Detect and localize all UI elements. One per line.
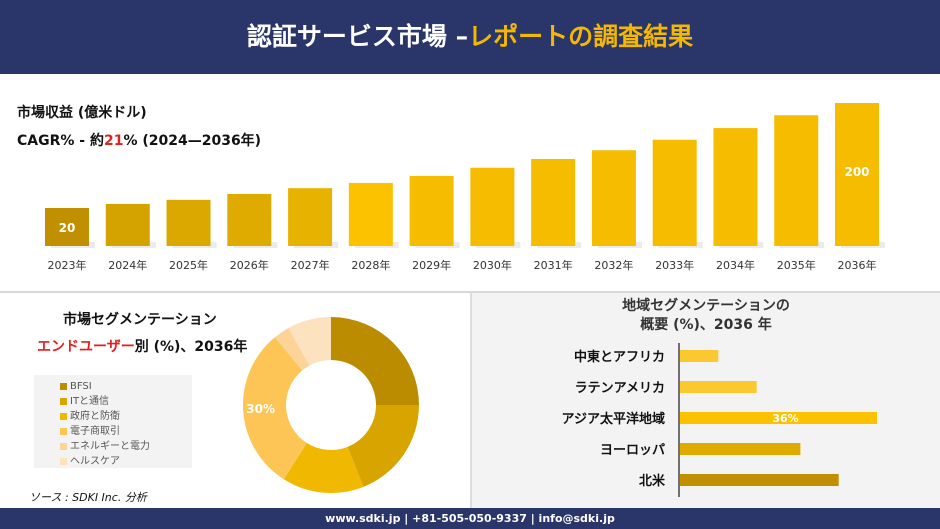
segment-subtitle-accent: エンドユーザー	[37, 339, 135, 355]
category-label: 中東とアフリカ	[574, 349, 665, 365]
segment-title: 市場セグメンテーション	[63, 312, 217, 328]
legend-label: ヘルスケア	[70, 456, 120, 467]
bar-2024年	[105, 203, 150, 246]
bar-2028年	[348, 182, 393, 246]
legend-item: ヘルスケア	[60, 454, 192, 469]
cagr-text: CAGR% - 約21% (2024—2036年)	[17, 130, 261, 150]
bar-2032年	[591, 150, 636, 246]
legend-swatch	[60, 443, 67, 450]
category-label: ラテンアメリカ	[575, 381, 665, 396]
cagr-value: 21	[103, 133, 124, 149]
legend-item: 電子商取引	[60, 424, 192, 439]
bar-2033年	[652, 139, 697, 246]
regional-title-line1: 地域セグメンテーションの	[622, 298, 790, 314]
legend-swatch	[60, 383, 67, 390]
header-title-accent: レポートの調査結果	[468, 22, 694, 51]
legend-swatch	[60, 428, 67, 435]
x-tick-label: 2028年	[351, 258, 390, 272]
legend-swatch	[60, 398, 67, 405]
donut-slice-電子商取引	[243, 337, 307, 480]
legend-label: 政府と防衛	[70, 411, 120, 422]
donut-slice-BFSI	[331, 317, 419, 405]
legend-label: エネルギーと電力	[70, 441, 150, 452]
legend-item: ITと通信	[60, 394, 192, 409]
header-title: 認証サービス市場 –	[246, 22, 469, 51]
x-tick-label: 2035年	[777, 258, 816, 272]
legend-label: BFSI	[70, 381, 92, 392]
regional-title-line2: 概要 (%)、2036 年	[640, 317, 772, 333]
bar-2036年	[835, 103, 880, 246]
x-tick-label: 2027年	[291, 258, 330, 272]
legend-label: ITと通信	[70, 396, 110, 407]
legend-item: BFSI	[60, 379, 192, 394]
bar-2031年	[531, 159, 576, 246]
bar-2025年	[166, 199, 211, 246]
legend-swatch	[60, 413, 67, 420]
bar-ヨーロッパ	[680, 443, 801, 455]
bar-2023年	[45, 208, 89, 246]
divider	[0, 291, 940, 293]
regional-segmentation: 地域セグメンテーションの 概要 (%)、2036 年 中東とアフリカ ラテンアメリカ…	[470, 293, 940, 508]
x-tick-label: 2023年	[48, 258, 87, 272]
revenue-label: 市場収益 (億米ドル)	[17, 105, 147, 121]
bar-北米	[680, 474, 839, 486]
x-tick-label: 2031年	[534, 258, 573, 272]
regional-title: 地域セグメンテーションの 概要 (%)、2036 年	[472, 297, 940, 335]
data-label: 200	[844, 165, 869, 179]
cagr-suffix: % (2024—2036年)	[123, 133, 262, 149]
x-tick-label: 2032年	[594, 258, 633, 272]
x-tick-label: 2024年	[108, 258, 147, 272]
bar-2034年	[713, 128, 758, 246]
slice-label: 30%	[246, 402, 275, 416]
legend-item: エネルギーと電力	[60, 439, 192, 454]
bar-2027年	[288, 188, 333, 246]
category-label: アジア太平洋地域	[562, 411, 665, 427]
x-tick-label: 2030年	[473, 258, 512, 272]
footer-contact: www.sdki.jp | +81-505-050-9337 | info@sd…	[0, 508, 940, 529]
bar-ラテンアメリカ	[680, 381, 757, 393]
donut-slice-ヘルスケア	[288, 317, 331, 366]
legend-item: 政府と防衛	[60, 409, 192, 424]
revenue-bar-chart: 2023年 20 2024年 2025年 2026年 2027年 2028年 2029年 203…	[45, 103, 886, 272]
donut-slice-エネルギーと電力	[274, 327, 310, 371]
bar-2030年	[470, 167, 515, 246]
report-header: 認証サービス市場 –レポートの調査結果	[0, 0, 940, 74]
x-tick-label: 2025年	[169, 258, 208, 272]
donut-slice-政府と防衛	[283, 442, 364, 493]
bar-2035年	[774, 115, 819, 246]
bar-2026年	[227, 194, 272, 246]
x-tick-label: 2026年	[230, 258, 269, 272]
bar-アジア太平洋地域	[680, 412, 877, 424]
cagr-prefix: CAGR% - 約	[17, 133, 104, 149]
x-tick-label: 2029年	[412, 258, 451, 272]
legend-label: 電子商取引	[70, 426, 120, 437]
segment-subtitle: エンドユーザー別 (%)、2036年	[37, 336, 247, 356]
bar-2029年	[409, 175, 454, 246]
x-tick-label: 2036年	[838, 258, 877, 272]
donut-legend: BFSI ITと通信政府と防衛電子商取引エネルギーと電力 ヘルスケア	[34, 375, 192, 468]
bar-中東とアフリカ	[680, 350, 719, 362]
source-note: ソース : SDKI Inc. 分析	[29, 491, 147, 504]
end-user-donut-chart: 30%	[243, 317, 419, 493]
category-label: 北米	[639, 473, 666, 489]
x-tick-label: 2033年	[655, 258, 694, 272]
legend-swatch	[60, 458, 67, 465]
x-tick-label: 2034年	[716, 258, 755, 272]
donut-slice-ITと通信	[347, 405, 419, 487]
segment-subtitle-rest: 別 (%)、2036年	[134, 339, 248, 355]
data-label: 36%	[772, 412, 798, 425]
category-label: ヨーロッパ	[600, 443, 665, 458]
data-label: 20	[59, 221, 76, 235]
end-user-segmentation: 市場セグメンテーション エンドユーザー別 (%)、2036年 BFSI ITと通信…	[0, 293, 470, 508]
